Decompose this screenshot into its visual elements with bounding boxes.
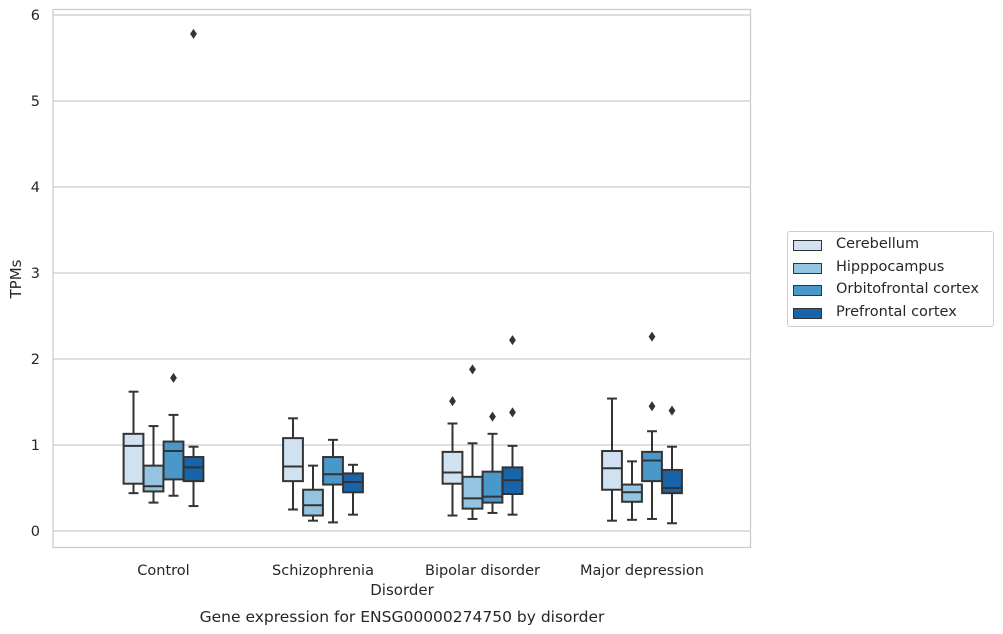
box-0-0 (122, 390, 145, 495)
box-iqr (142, 464, 165, 493)
box-3-3 (661, 405, 683, 525)
box-2-0 (162, 372, 185, 497)
box-2-3 (641, 331, 663, 520)
box-iqr (282, 437, 304, 483)
box-3-1 (342, 463, 364, 516)
legend-swatch (793, 262, 822, 274)
outlier-point (648, 401, 656, 412)
box-3-2 (501, 335, 524, 516)
outlier-point (668, 405, 676, 416)
box-iqr (162, 440, 185, 481)
outlier-point (509, 407, 516, 418)
y-tick-label: 5 (31, 94, 40, 110)
box-iqr (302, 488, 324, 517)
legend-item: Orbitofrontal cortex (788, 280, 993, 303)
box-1-2 (461, 364, 484, 520)
outlier-point (489, 411, 496, 422)
legend-item: Prefrontal cortex (788, 303, 993, 326)
legend-label: Orbitofrontal cortex (836, 281, 979, 297)
box-3-0 (182, 28, 205, 508)
legend-swatch (793, 307, 822, 319)
box-iqr (601, 450, 623, 491)
y-tick-label: 4 (31, 180, 40, 196)
y-tick-label: 0 (31, 524, 40, 540)
y-tick-label: 3 (31, 266, 40, 282)
box-1-3 (621, 460, 643, 521)
outlier-point (190, 28, 197, 39)
box-0-1 (282, 417, 304, 511)
legend-swatch (793, 240, 822, 251)
box-2-2 (481, 411, 504, 514)
legend-swatch (793, 285, 822, 296)
box-0-2 (441, 396, 464, 517)
box-2-1 (322, 438, 344, 524)
x-tick-label: Bipolar disorder (425, 563, 540, 579)
outlier-point (170, 372, 177, 383)
y-tick-label: 1 (31, 438, 40, 454)
outlier-point (449, 396, 456, 407)
x-tick-labels: Control Schizophrenia Bipolar disorder Majo… (137, 563, 704, 579)
box-iqr (322, 456, 344, 486)
y-tick-label: 2 (31, 352, 40, 368)
outlier-point (469, 364, 476, 375)
legend-item: Hipppocampus (788, 258, 993, 281)
legend-item: Cerebellum (788, 235, 993, 258)
legend-label: Cerebellum (836, 236, 920, 252)
legend-label: Hipppocampus (836, 258, 945, 275)
outlier-point (509, 335, 516, 346)
box-1-0 (142, 425, 165, 504)
box-iqr (122, 432, 145, 485)
box-1-1 (302, 464, 324, 522)
x-axis-label: Disorder (370, 581, 434, 599)
y-axis-label: TPMs (7, 259, 25, 299)
y-tick-label: 6 (31, 8, 40, 24)
x-tick-label: Control (137, 563, 189, 579)
outlier-point (648, 331, 656, 342)
y-tick-labels: 0 1 2 3 4 5 6 (31, 8, 40, 540)
box-iqr (481, 470, 504, 504)
x-tick-label: Major depression (580, 563, 704, 579)
plot-frame (52, 8, 752, 549)
legend-label: Prefrontal cortex (836, 303, 957, 320)
legend: Cerebellum Hipppocampus Orbitofrontal cort… (787, 231, 994, 327)
box-iqr (661, 468, 683, 495)
box-iqr (641, 450, 663, 483)
box-0-3 (601, 397, 623, 522)
chart-title: Gene expression for ENSG00000274750 by d… (200, 608, 605, 626)
box-iqr (441, 450, 464, 485)
box-iqr (182, 456, 205, 483)
box-iqr (461, 475, 484, 510)
x-tick-label: Schizophrenia (272, 563, 374, 579)
boxes-layer (122, 28, 683, 525)
